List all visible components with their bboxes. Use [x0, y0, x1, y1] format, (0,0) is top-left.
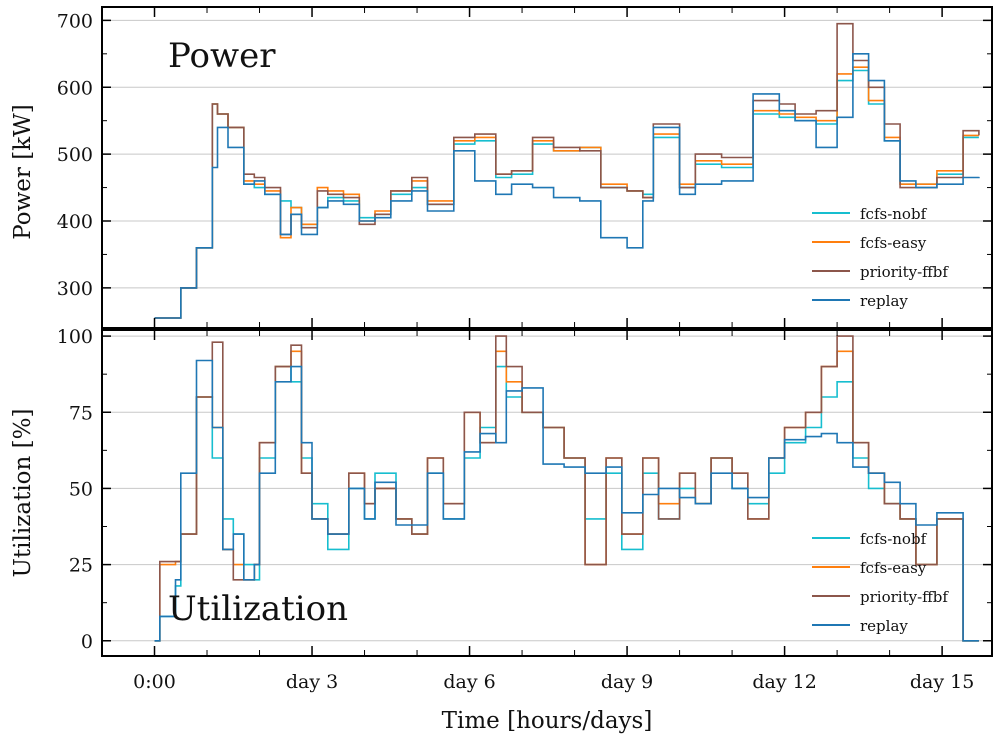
- legend-label-priority-ffbf: priority-ffbf: [860, 588, 949, 606]
- series-line-replay: [154, 53, 980, 319]
- utilization-legend: fcfs-nobf fcfs-easy priority-ffbf replay: [812, 530, 949, 635]
- y-tick-label: 100: [57, 326, 93, 348]
- y-tick-label: 400: [57, 211, 93, 233]
- series-line-priority-ffbf: [154, 22, 980, 319]
- utilization-y-axis-label: Utilization [%]: [10, 409, 36, 578]
- utilization-x-ticks: [153, 330, 943, 656]
- power-panel: 300 400 500 600 700 Power Power [kW] fcfs-no…: [10, 6, 993, 329]
- x-tick-label: day 15: [910, 671, 974, 693]
- legend-label-replay: replay: [860, 292, 908, 310]
- legend-label-fcfs-nobf: fcfs-nobf: [860, 530, 928, 548]
- power-panel-title: Power: [168, 36, 276, 76]
- legend-label-priority-ffbf: priority-ffbf: [860, 263, 949, 281]
- x-tick-label: day 6: [443, 671, 495, 693]
- utilization-y-ticks: 0 25 50 75 100: [57, 326, 992, 653]
- series-line-replay: [154, 359, 979, 642]
- y-tick-label: 600: [57, 77, 93, 99]
- utilization-series-group: [154, 335, 979, 642]
- x-tick-label: day 12: [752, 671, 816, 693]
- y-tick-label: 75: [69, 402, 93, 424]
- power-y-axis-label: Power [kW]: [10, 104, 36, 240]
- power-series-group: [154, 22, 980, 319]
- y-tick-label: 50: [69, 478, 93, 500]
- power-x-ticks: [153, 7, 943, 328]
- power-axes-frame: [101, 6, 993, 329]
- x-tick-label: 0:00: [133, 671, 176, 693]
- power-gridlines: [102, 19, 992, 289]
- y-tick-label: 300: [57, 278, 93, 300]
- x-tick-label: day 3: [286, 671, 338, 693]
- x-tick-labels: 0:00 day 3 day 6 day 9 day 12 day 15: [133, 671, 974, 693]
- legend-label-replay: replay: [860, 617, 908, 635]
- power-y-ticks: 300 400 500 600 700: [57, 10, 992, 300]
- utilization-panel-title: Utilization: [168, 589, 348, 629]
- y-tick-label: 25: [69, 555, 93, 577]
- y-tick-label: 500: [57, 144, 93, 166]
- utilization-panel: 0 25 50 75 100 Utilization Utilization [%] f…: [10, 326, 993, 657]
- legend-label-fcfs-easy: fcfs-easy: [860, 559, 927, 577]
- y-tick-label: 700: [57, 10, 93, 32]
- power-legend: fcfs-nobf fcfs-easy priority-ffbf replay: [812, 205, 949, 310]
- x-tick-label: day 9: [601, 671, 653, 693]
- x-axis-label: Time [hours/days]: [442, 708, 653, 734]
- legend-label-fcfs-easy: fcfs-easy: [860, 234, 927, 252]
- utilization-axes-frame: [101, 329, 993, 657]
- legend-label-fcfs-nobf: fcfs-nobf: [860, 205, 928, 223]
- series-line-fcfs-nobf: [154, 69, 979, 319]
- y-tick-label: 0: [81, 631, 93, 653]
